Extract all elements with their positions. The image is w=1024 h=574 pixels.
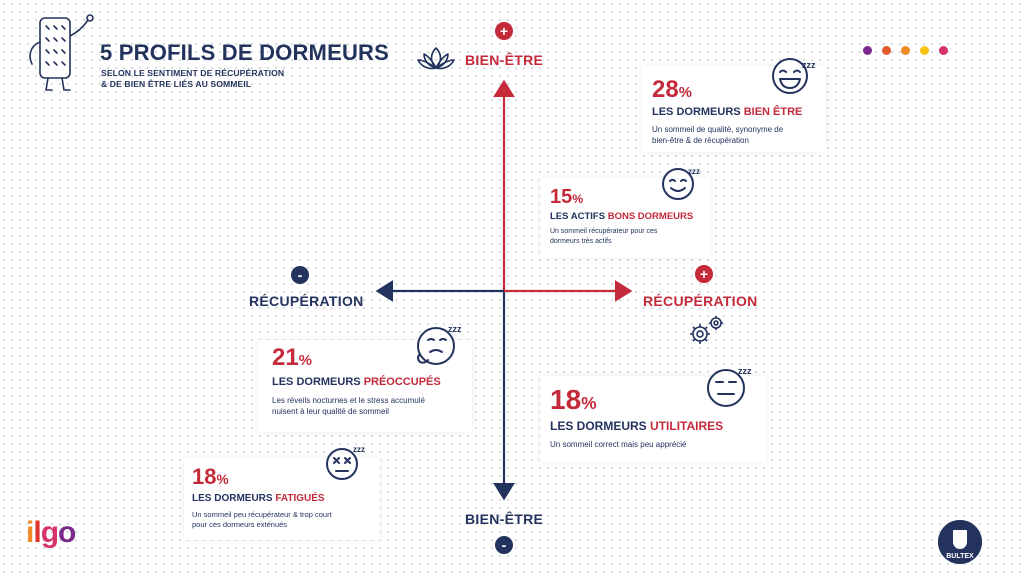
profile-title-prefix: LES DORMEURS xyxy=(272,376,361,388)
right-axis-label: RÉCUPÉRATION xyxy=(643,293,758,309)
description-line: Un sommeil correct mais peu apprécié xyxy=(550,440,687,449)
profile-title: LES ACTIFS BONS DORMEURS xyxy=(550,211,693,222)
profile-title-accent: FATIGUÉS xyxy=(275,493,325,504)
top-axis-label: BIEN-ÊTRE xyxy=(465,52,544,68)
svg-text:zzz: zzz xyxy=(353,445,365,454)
profile-percentage: 15% xyxy=(550,186,583,209)
percentage-symbol: % xyxy=(581,393,597,413)
svg-text:zzz: zzz xyxy=(448,324,462,334)
percentage-number: 21 xyxy=(272,344,299,371)
description-line: dormeurs très actifs xyxy=(550,238,612,245)
description-line: bien-être & de récupération xyxy=(652,136,749,145)
profile-title: LES DORMEURS FATIGUÉS xyxy=(192,493,325,504)
profile-description: Un sommeil de qualité, synonyme de bien-… xyxy=(652,124,783,146)
profile-title-accent: UTILITAIRES xyxy=(650,419,724,433)
left-axis-label: RÉCUPÉRATION xyxy=(249,293,364,309)
description-line: nuisent à leur qualité de sommeil xyxy=(272,407,389,416)
profile-percentage: 18% xyxy=(550,384,597,416)
profile-description: Les réveils nocturnes et le stress accum… xyxy=(272,395,425,417)
lotus-icon xyxy=(416,46,456,79)
percentage-number: 18 xyxy=(192,464,217,489)
svg-text:zzz: zzz xyxy=(802,60,816,70)
description-line: Les réveils nocturnes et le stress accum… xyxy=(272,396,425,405)
mattress-mascot-illustration xyxy=(22,12,102,94)
page-title: 5 PROFILS DE DORMEURS xyxy=(100,40,390,65)
smiling-sleep-face-icon: zzz xyxy=(658,162,704,207)
exhausted-sleep-face-icon: zzz xyxy=(322,440,372,487)
bottom-axis-label: BIEN-ÊTRE xyxy=(465,511,544,527)
profile-title: LES DORMEURS PRÉOCCUPÉS xyxy=(272,376,441,388)
worried-sleep-face-icon: zzz xyxy=(412,318,468,373)
percentage-symbol: % xyxy=(216,472,229,487)
decor-dot xyxy=(901,46,910,55)
profile-percentage: 21% xyxy=(272,344,312,372)
decor-dot xyxy=(939,46,948,55)
top-plus-sign: + xyxy=(495,22,513,40)
neutral-sleep-face-icon: zzz xyxy=(702,360,758,415)
percentage-number: 28 xyxy=(652,76,679,103)
profile-title-accent: PRÉOCCUPÉS xyxy=(363,376,441,388)
percentage-symbol: % xyxy=(572,192,584,206)
gears-icon xyxy=(686,314,726,353)
profile-percentage: 18% xyxy=(192,464,229,490)
description-line: Un sommeil de qualité, synonyme de xyxy=(652,125,784,134)
decor-dot xyxy=(882,46,891,55)
profile-title-prefix: LES DORMEURS xyxy=(652,106,741,118)
bultex-logo-text: BULTEX xyxy=(946,553,974,560)
percentage-number: 15 xyxy=(550,186,573,208)
svg-text:zzz: zzz xyxy=(688,167,700,176)
percentage-symbol: % xyxy=(678,85,692,101)
profile-title-prefix: LES DORMEURS xyxy=(192,493,273,504)
svg-text:zzz: zzz xyxy=(738,366,752,376)
profile-description: Un sommeil peu récupérateur & trop court… xyxy=(192,510,332,530)
profile-title-accent: BONS DORMEURS xyxy=(607,211,694,222)
profile-title: LES DORMEURS UTILITAIRES xyxy=(550,419,723,433)
profile-card-fatigues: 18% LES DORMEURS FATIGUÉS Un sommeil peu… xyxy=(184,458,380,540)
decor-color-dots xyxy=(863,42,958,60)
bultex-logo: BULTEX xyxy=(938,520,982,564)
laughing-sleep-face-icon: zzz xyxy=(770,54,818,101)
profile-percentage: 28% xyxy=(652,76,692,104)
right-plus-sign: + xyxy=(695,265,713,283)
percentage-number: 18 xyxy=(550,384,582,415)
subtitle-line-1: SELON LE SENTIMENT DE RÉCUPÉRATION xyxy=(101,68,285,78)
description-line: Un sommeil récupérateur pour ces xyxy=(550,228,658,235)
profile-description: Un sommeil correct mais peu apprécié xyxy=(550,439,687,450)
profile-title-prefix: LES DORMEURS xyxy=(550,419,647,433)
page-subtitle: SELON LE SENTIMENT DE RÉCUPÉRATION & DE … xyxy=(101,68,321,90)
decor-dot xyxy=(863,46,872,55)
profile-title-accent: BIEN ÊTRE xyxy=(743,106,803,118)
percentage-symbol: % xyxy=(298,353,312,369)
profile-card-utilitaires: 18% LES DORMEURS UTILITAIRES Un sommeil … xyxy=(540,376,766,462)
bottom-minus-sign: - xyxy=(495,536,513,554)
profile-title-prefix: LES ACTIFS xyxy=(550,211,606,222)
left-minus-sign: - xyxy=(291,266,309,284)
description-line: Un sommeil peu récupérateur & trop court xyxy=(192,510,332,519)
profile-description: Un sommeil récupérateur pour ces dormeur… xyxy=(550,227,657,247)
svg-text:ilgo: ilgo xyxy=(26,516,76,549)
ilgo-logo: ilgo xyxy=(26,512,92,560)
subtitle-line-2: & DE BIEN ÊTRE LIÉS AU SOMMEIL xyxy=(101,79,252,89)
description-line: pour ces dormeurs exténués xyxy=(192,520,288,529)
decor-dot xyxy=(920,46,929,55)
profile-title: LES DORMEURS BIEN ÊTRE xyxy=(652,106,802,118)
